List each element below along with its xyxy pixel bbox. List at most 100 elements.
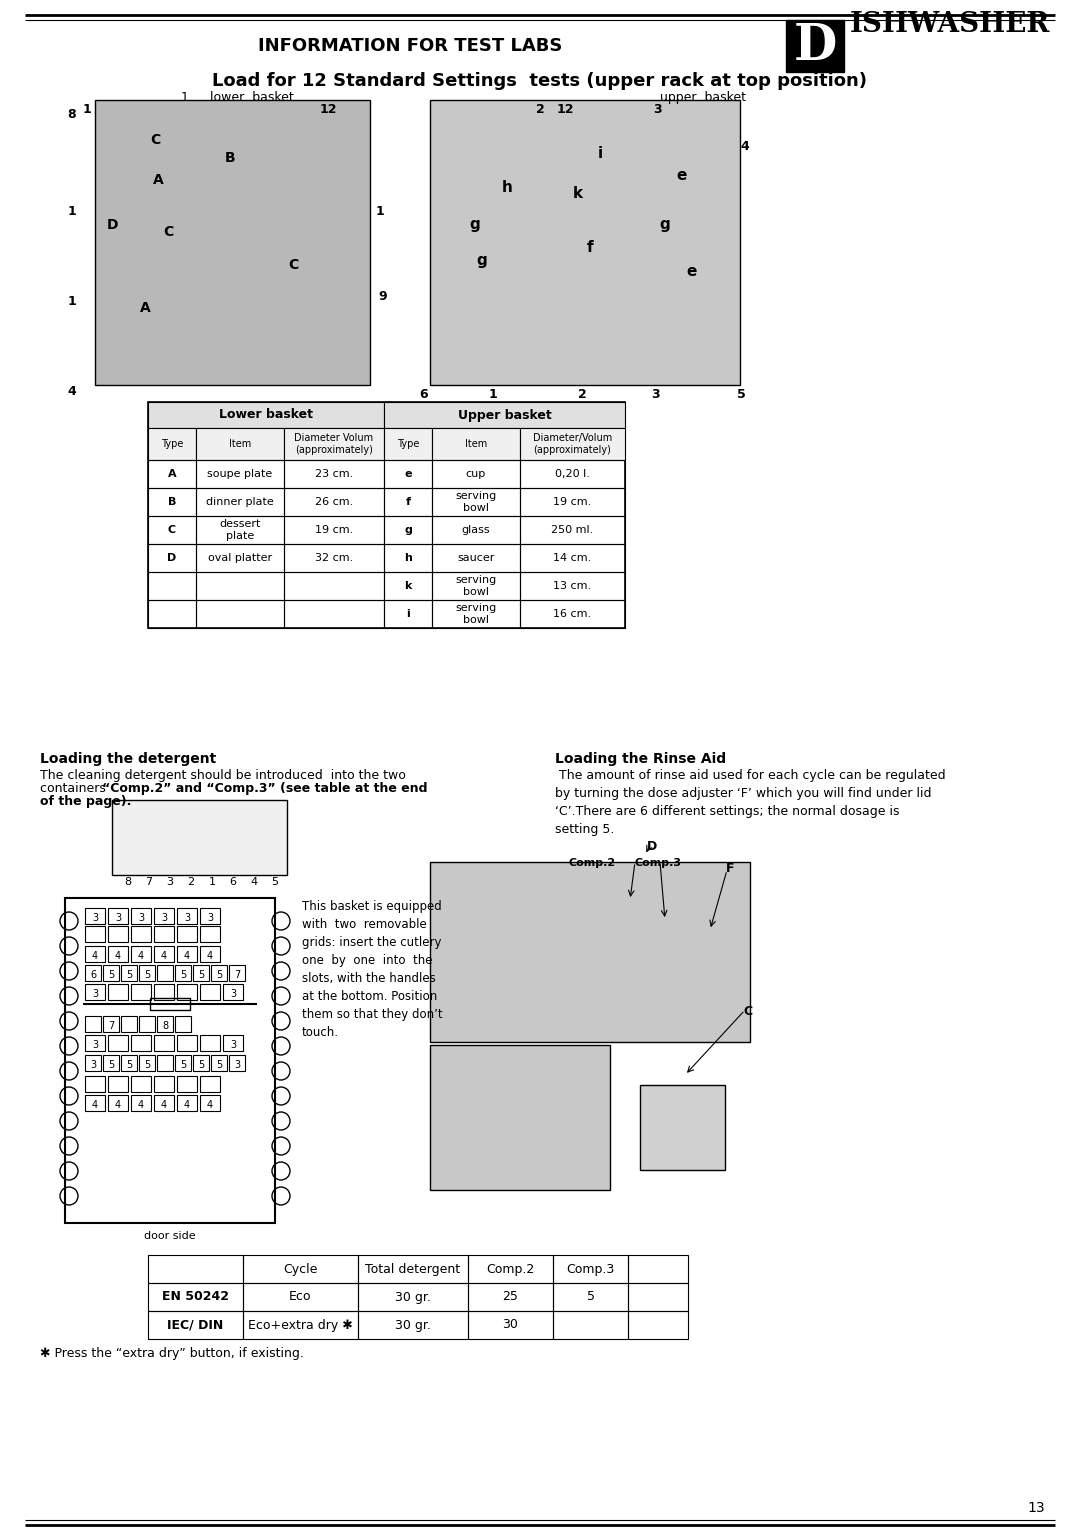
Text: Load for 12 Standard Settings  tests (upper rack at top position): Load for 12 Standard Settings tests (upp…	[213, 72, 867, 90]
Bar	[121, 966, 137, 981]
Bar	[177, 1096, 197, 1111]
Text: F: F	[726, 862, 734, 876]
Text: g: g	[470, 217, 481, 232]
Bar	[384, 487, 432, 516]
Text: Cycle: Cycle	[283, 1262, 318, 1276]
Bar	[157, 1054, 173, 1071]
Text: Eco: Eco	[289, 1291, 312, 1303]
Text: 4: 4	[184, 950, 190, 961]
Text: upper  basket: upper basket	[660, 92, 746, 104]
Bar	[200, 1034, 220, 1051]
Text: 19 cm.: 19 cm.	[553, 497, 592, 507]
Text: This basket is equipped
with  two  removable
grids: insert the cutlery
one  by  : This basket is equipped with two removab…	[302, 900, 443, 1039]
Text: k: k	[572, 186, 583, 202]
Text: EN 50242: EN 50242	[162, 1291, 229, 1303]
Bar	[154, 946, 174, 963]
Bar	[108, 1034, 129, 1051]
Bar	[195, 516, 284, 544]
Bar	[85, 984, 105, 999]
Bar	[148, 571, 195, 601]
Bar	[284, 571, 384, 601]
Text: 4: 4	[741, 141, 750, 153]
Bar	[121, 1016, 137, 1031]
Text: 4: 4	[92, 1100, 98, 1109]
Text: cup: cup	[465, 469, 486, 478]
Bar	[519, 571, 625, 601]
Bar	[148, 516, 195, 544]
Bar	[139, 1016, 156, 1031]
Text: 4: 4	[138, 950, 144, 961]
Bar	[211, 966, 227, 981]
Text: 5: 5	[216, 970, 222, 979]
Bar	[175, 1016, 191, 1031]
Text: ✱ Press the “extra dry” button, if existing.: ✱ Press the “extra dry” button, if exist…	[40, 1348, 303, 1360]
Bar	[177, 946, 197, 963]
Text: Comp.3: Comp.3	[566, 1262, 615, 1276]
Text: 5: 5	[126, 970, 132, 979]
Bar	[195, 460, 284, 487]
Bar	[85, 946, 105, 963]
Bar	[148, 487, 195, 516]
Bar	[131, 926, 151, 941]
Bar	[121, 1054, 137, 1071]
Text: 1: 1	[376, 205, 384, 219]
Bar	[430, 99, 740, 385]
Text: 1: 1	[208, 877, 216, 886]
Text: saucer: saucer	[457, 553, 495, 562]
Bar	[284, 428, 384, 460]
Text: g: g	[476, 252, 487, 267]
Text: 1: 1	[83, 102, 92, 116]
Text: A: A	[167, 469, 176, 478]
Text: The amount of rinse aid used for each cycle can be regulated
by turning the dose: The amount of rinse aid used for each cy…	[555, 769, 946, 836]
Text: 23 cm.: 23 cm.	[315, 469, 353, 478]
Bar	[243, 1311, 357, 1339]
Text: Total detergent: Total detergent	[365, 1262, 460, 1276]
Bar	[519, 516, 625, 544]
Text: 32 cm.: 32 cm.	[315, 553, 353, 562]
Text: Comp.3: Comp.3	[635, 859, 681, 868]
Bar	[175, 966, 191, 981]
Text: 3: 3	[92, 1041, 98, 1050]
Text: 1: 1	[488, 388, 498, 400]
Text: f: f	[586, 240, 593, 255]
Text: serving
bowl: serving bowl	[456, 490, 497, 513]
Text: C: C	[167, 526, 176, 535]
Bar	[108, 1076, 129, 1093]
Text: 2: 2	[536, 102, 544, 116]
Bar	[384, 460, 432, 487]
Text: 5: 5	[144, 1060, 150, 1070]
Text: 7: 7	[108, 1021, 114, 1031]
Bar	[108, 926, 129, 941]
Bar	[154, 926, 174, 941]
Bar	[640, 1085, 725, 1170]
Text: 30 gr.: 30 gr.	[395, 1319, 431, 1331]
Text: e: e	[677, 168, 687, 182]
Text: Lower basket: Lower basket	[219, 408, 313, 422]
Bar	[432, 487, 519, 516]
Text: Diameter Volum
(approximately): Diameter Volum (approximately)	[295, 434, 374, 455]
Text: 5: 5	[586, 1291, 594, 1303]
Text: 3: 3	[92, 989, 98, 999]
Text: e: e	[404, 469, 411, 478]
Bar	[195, 544, 284, 571]
Bar	[627, 1254, 688, 1284]
Bar	[65, 898, 275, 1222]
Bar	[384, 516, 432, 544]
Bar	[154, 1096, 174, 1111]
Bar	[95, 99, 370, 385]
Bar	[468, 1311, 553, 1339]
Text: 1: 1	[68, 205, 77, 219]
Text: D: D	[647, 840, 657, 853]
Bar	[195, 571, 284, 601]
Text: 25: 25	[502, 1291, 518, 1303]
Bar	[85, 908, 105, 924]
Text: 16 cm.: 16 cm.	[553, 610, 592, 619]
Bar	[195, 601, 284, 628]
Text: Comp.2: Comp.2	[568, 859, 616, 868]
Text: k: k	[404, 581, 411, 591]
Text: 30: 30	[502, 1319, 518, 1331]
Text: Item: Item	[229, 439, 252, 449]
Bar	[103, 966, 119, 981]
Text: 5: 5	[108, 970, 114, 979]
Bar	[148, 601, 195, 628]
